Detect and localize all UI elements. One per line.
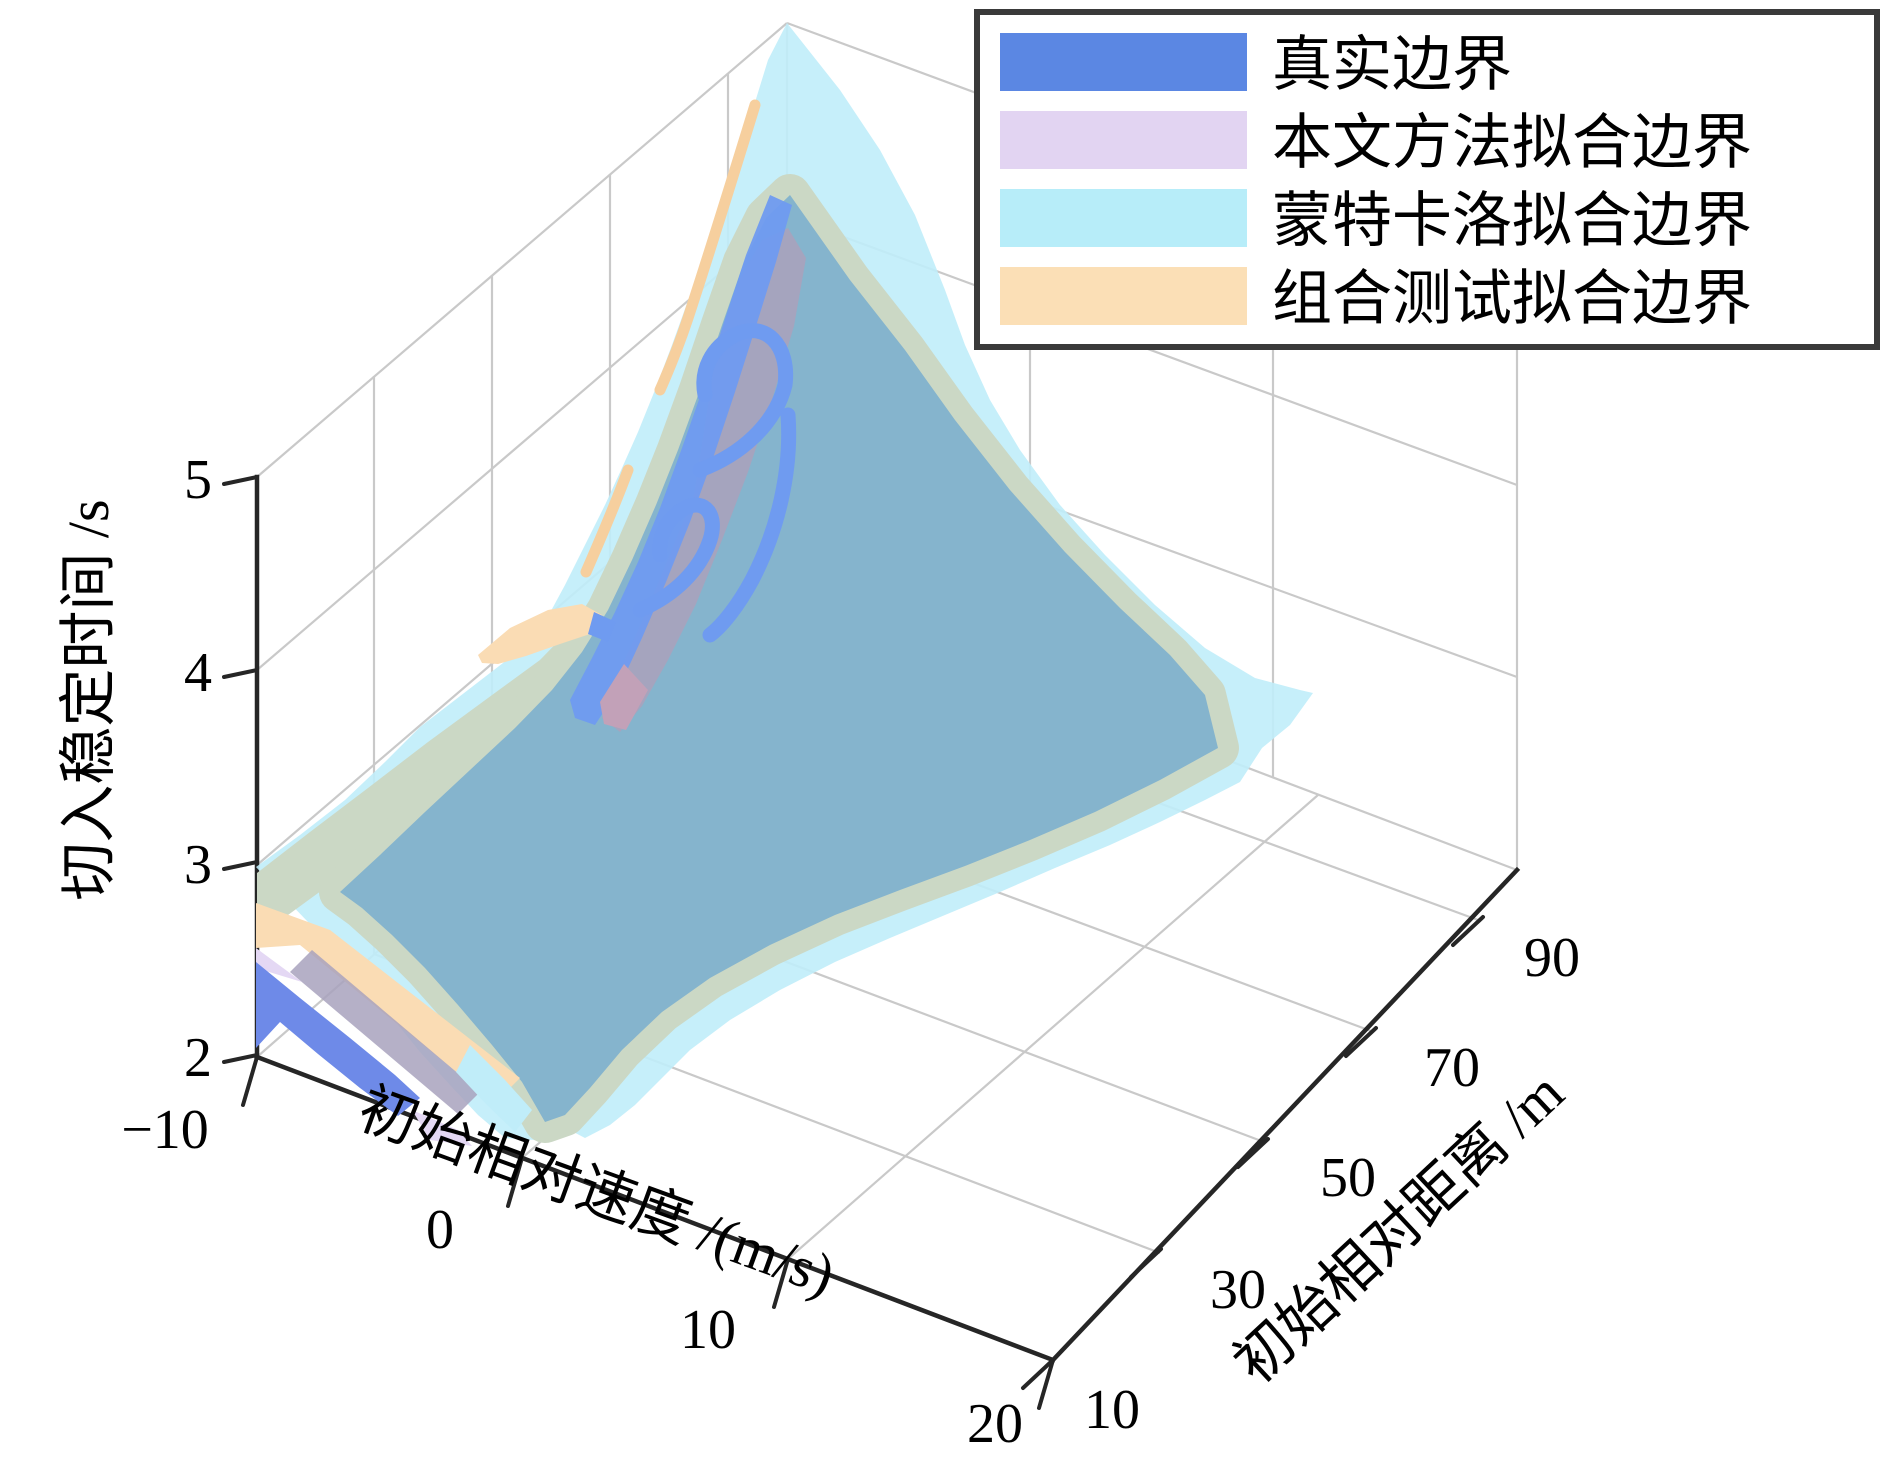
surface-pink-patch	[600, 664, 648, 730]
z-tick-2: 2	[184, 1027, 212, 1089]
z-tick-3: 3	[184, 834, 212, 896]
legend-label-method: 本文方法拟合边界	[1272, 110, 1752, 176]
surface-true-lens-tip	[588, 612, 616, 642]
legend-label-true: 真实边界	[1272, 32, 1512, 98]
surface-true-ridge-hook-lower	[632, 497, 720, 618]
surface-monte-front-sliver	[456, 1045, 532, 1132]
z-axis-title: 切入稳定时间 /s	[56, 499, 121, 900]
z-tick-4: 4	[184, 642, 212, 704]
legend-swatch-method	[1000, 111, 1247, 169]
x-tick-neg10: −10	[121, 1099, 209, 1161]
legend-swatch-monte	[1000, 189, 1247, 247]
surface-true-under-cyan	[340, 195, 1218, 1122]
y-tick-50: 50	[1320, 1147, 1376, 1209]
x-tick-0: 0	[426, 1199, 454, 1261]
y-tick-30: 30	[1210, 1259, 1266, 1321]
legend-swatch-combo	[1000, 267, 1247, 325]
x-tick-10: 10	[680, 1299, 736, 1361]
tick-marks	[222, 475, 1485, 1410]
surface-combo-wisp-mid	[580, 464, 634, 578]
surface-combo-band-lower-left	[256, 903, 520, 1106]
legend-label-monte: 蒙特卡洛拟合边界	[1272, 188, 1752, 254]
x-tick-20: 20	[967, 1393, 1023, 1455]
surface-true-ridge-tail	[702, 407, 797, 643]
y-axis-title: 初始相对距离 /m	[1222, 1059, 1576, 1396]
surfaces	[256, 23, 1313, 1146]
y-tick-10: 10	[1084, 1379, 1140, 1441]
surface-combo-under-cyan-band	[257, 590, 606, 915]
surface-method-front-tip	[412, 1110, 472, 1146]
legend: 真实边界 本文方法拟合边界 蒙特卡洛拟合边界 组合测试拟合边界	[974, 9, 1880, 350]
y-tick-90: 90	[1524, 927, 1580, 989]
y-axis-line	[1049, 866, 1521, 1364]
surface-true-ridge-hook-upper	[692, 323, 794, 478]
surface-method-edge-lower-left	[256, 948, 302, 982]
surface-combo-lens	[478, 604, 602, 664]
z-tick-5: 5	[184, 449, 212, 511]
legend-swatch-true	[1000, 33, 1247, 91]
surface-true-quad-lower-left	[256, 962, 420, 1116]
y-tick-70: 70	[1424, 1037, 1480, 1099]
surface-combo-wisp-upper	[654, 99, 761, 396]
tick-labels: 5 4 3 2 −10 0 10 20 10 30 50 70 90	[121, 449, 1580, 1455]
legend-label-combo: 组合测试拟合边界	[1272, 266, 1752, 332]
surface-method-band-lower-left	[290, 950, 480, 1114]
